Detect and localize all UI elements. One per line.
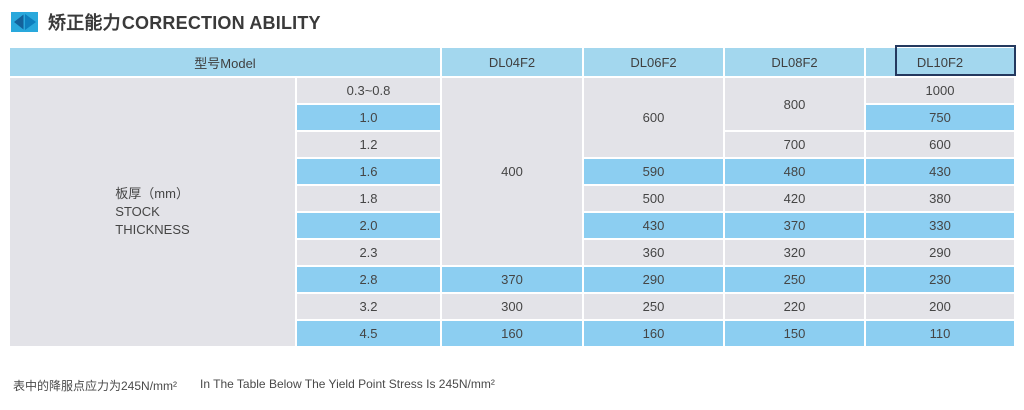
value-cell-dl08f2: 250 — [725, 267, 864, 292]
stock-thickness-en1: STOCK — [115, 204, 160, 219]
stock-thickness-zh: 板厚（mm） — [115, 186, 189, 201]
column-header-dl08f2: DL08F2 — [725, 48, 864, 76]
value-cell-dl08f2: 220 — [725, 294, 864, 319]
value-cell-dl10f2: 110 — [866, 321, 1014, 346]
model-header-cell: 型号Model — [10, 48, 440, 76]
page-title-en: CORRECTION ABILITY — [121, 13, 321, 33]
value-cell-dl10f2: 750 — [866, 105, 1014, 130]
value-cell-dl06f2: 500 — [584, 186, 723, 211]
value-cell-dl06f2: 250 — [584, 294, 723, 319]
correction-ability-table: 型号Model DL04F2 DL06F2 DL08F2 DL10F2 板厚（m… — [8, 46, 1016, 348]
value-cell-dl06f2: 160 — [584, 321, 723, 346]
table-row: 2.3 360 320 290 — [10, 240, 1014, 265]
value-cell-dl10f2: 230 — [866, 267, 1014, 292]
value-cell-dl06f2: 430 — [584, 213, 723, 238]
value-cell-dl10f2: 430 — [866, 159, 1014, 184]
value-cell-dl06f2: 590 — [584, 159, 723, 184]
footnote-zh: 表中的降服点应力为245N/mm² — [13, 379, 178, 393]
table-row: 1.0 750 — [10, 105, 1014, 130]
table-row: 板厚（mm） STOCK THICKNESS 0.3~0.8 400 600 8… — [10, 78, 1014, 346]
table-row: 4.5 160 160 150 110 — [10, 321, 1014, 346]
stock-thickness-label-cell: 板厚（mm） STOCK THICKNESS — [10, 78, 295, 346]
stock-thickness-en2: THICKNESS — [115, 222, 190, 237]
thickness-cell: 1.8 — [297, 186, 440, 211]
table-row: 3.2 300 250 220 200 — [10, 294, 1014, 319]
value-cell-dl06f2: 360 — [584, 240, 723, 265]
value-cell-dl04f2: 160 — [442, 321, 582, 346]
thickness-cell: 2.0 — [297, 213, 440, 238]
value-cell-dl08f2: 320 — [725, 240, 864, 265]
value-cell-dl10f2: 200 — [866, 294, 1014, 319]
thickness-cell: 2.8 — [297, 267, 440, 292]
table-row: 1.8 500 420 380 — [10, 186, 1014, 211]
value-cell-dl06f2-merged: 600 — [584, 78, 723, 157]
value-cell-dl04f2: 370 — [442, 267, 582, 292]
table-row: 1.6 590 480 430 — [10, 159, 1014, 184]
page-title: 矫正能力CORRECTION ABILITY — [48, 9, 321, 35]
value-cell-dl10f2: 330 — [866, 213, 1014, 238]
value-cell-dl08f2-merged: 800 — [725, 78, 864, 130]
value-cell-dl10f2: 380 — [866, 186, 1014, 211]
column-header-dl06f2: DL06F2 — [584, 48, 723, 76]
thickness-cell: 0.3~0.8 — [297, 78, 440, 103]
value-cell-dl08f2: 420 — [725, 186, 864, 211]
value-cell-dl08f2: 700 — [725, 132, 864, 157]
thickness-cell: 2.3 — [297, 240, 440, 265]
value-cell-dl08f2: 370 — [725, 213, 864, 238]
value-cell-dl10f2: 600 — [866, 132, 1014, 157]
double-triangle-icon — [11, 12, 38, 32]
value-cell-dl08f2: 480 — [725, 159, 864, 184]
thickness-cell: 1.6 — [297, 159, 440, 184]
table-header-row: 型号Model DL04F2 DL06F2 DL08F2 DL10F2 — [10, 48, 1014, 76]
column-header-dl04f2: DL04F2 — [442, 48, 582, 76]
value-cell-dl04f2-merged: 400 — [442, 78, 582, 265]
footnote-en: In The Table Below The Yield Point Stres… — [200, 377, 495, 391]
table-row: 2.0 430 370 330 — [10, 213, 1014, 238]
thickness-cell: 3.2 — [297, 294, 440, 319]
table-row: 1.2 700 600 — [10, 132, 1014, 157]
value-cell-dl08f2: 150 — [725, 321, 864, 346]
column-header-dl10f2: DL10F2 — [866, 48, 1014, 76]
thickness-cell: 1.0 — [297, 105, 440, 130]
value-cell-dl04f2: 300 — [442, 294, 582, 319]
value-cell-dl10f2: 290 — [866, 240, 1014, 265]
value-cell-dl06f2: 290 — [584, 267, 723, 292]
thickness-cell: 4.5 — [297, 321, 440, 346]
table-row: 2.8 370 290 250 230 — [10, 267, 1014, 292]
value-cell-dl10f2: 1000 — [866, 78, 1014, 103]
correction-ability-table-wrap: 型号Model DL04F2 DL06F2 DL08F2 DL10F2 板厚（m… — [8, 46, 1016, 348]
footnote: 表中的降服点应力为245N/mm² In The Table Below The… — [13, 377, 495, 394]
page-title-zh: 矫正能力 — [48, 13, 121, 33]
section-title-bar: 矫正能力CORRECTION ABILITY — [11, 9, 321, 35]
thickness-cell: 1.2 — [297, 132, 440, 157]
stock-thickness-label: 板厚（mm） STOCK THICKNESS — [115, 185, 189, 239]
